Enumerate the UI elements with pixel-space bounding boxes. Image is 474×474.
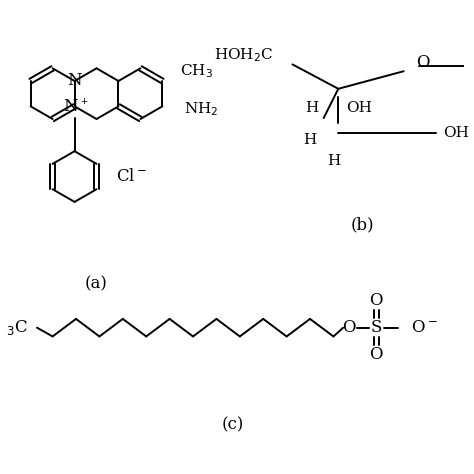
Text: O: O — [370, 292, 383, 309]
Text: (b): (b) — [351, 217, 374, 234]
Text: Cl$^-$: Cl$^-$ — [116, 168, 147, 185]
Text: O: O — [342, 319, 356, 336]
Text: $^+$: $^+$ — [80, 98, 90, 110]
Text: O: O — [416, 54, 430, 71]
Text: S: S — [371, 319, 382, 336]
Text: N: N — [64, 98, 78, 115]
Text: HOH$_2$C: HOH$_2$C — [214, 46, 273, 64]
Text: OH: OH — [444, 126, 469, 140]
Text: OH: OH — [346, 101, 372, 115]
Text: (c): (c) — [222, 417, 244, 434]
Text: NH$_2$: NH$_2$ — [184, 100, 219, 118]
Text: H: H — [304, 134, 317, 147]
Text: (a): (a) — [85, 275, 108, 292]
Text: H: H — [327, 154, 340, 168]
Text: O: O — [370, 346, 383, 364]
Text: O$^-$: O$^-$ — [411, 319, 438, 336]
Text: N: N — [67, 73, 82, 90]
Text: H: H — [306, 101, 319, 115]
Text: $_3$C: $_3$C — [6, 318, 27, 337]
Text: CH$_3$: CH$_3$ — [180, 63, 213, 80]
